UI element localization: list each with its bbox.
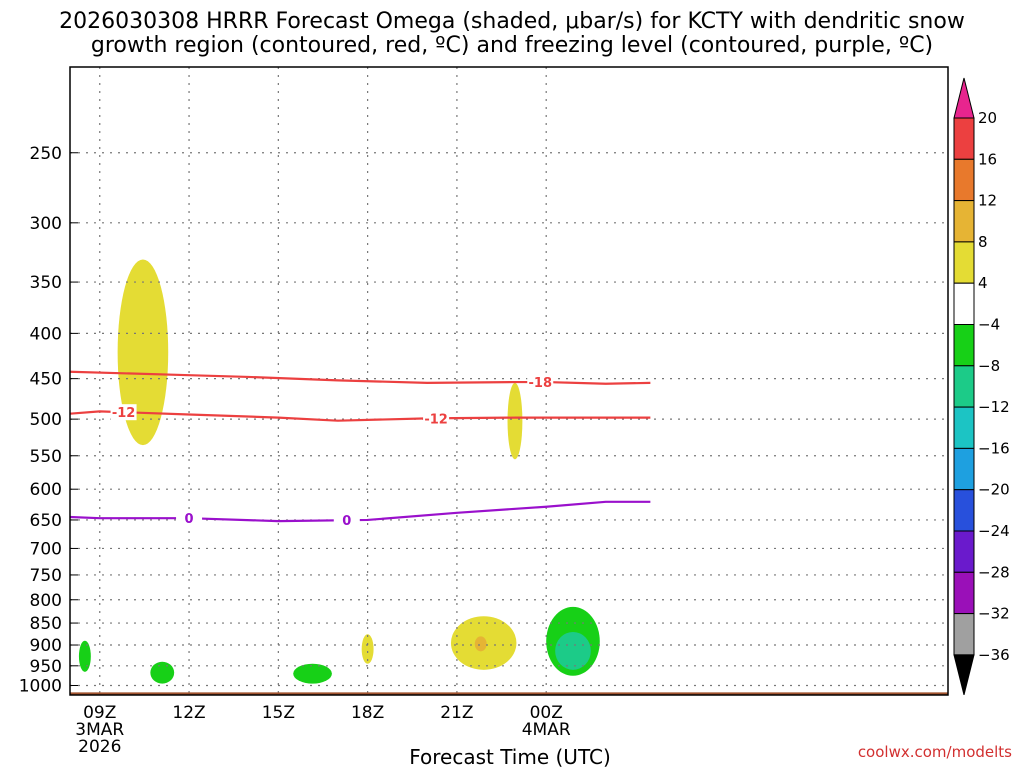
contour-line-1	[69, 370, 651, 385]
colorbar-label-12: −28	[978, 563, 1010, 581]
y-tick-label-350: 350	[30, 273, 62, 293]
y-tick-label-600: 600	[30, 480, 62, 500]
grid-lines	[70, 67, 948, 695]
contour-label-1-1: -18	[529, 376, 553, 391]
colorbar-segment-8	[953, 406, 975, 449]
colorbar-label-14: −36	[978, 646, 1010, 664]
colorbar-segment-7	[953, 365, 975, 408]
contour-lines: -18 -12 -12 0 0	[69, 370, 651, 529]
contour-label-bg-2-1	[110, 404, 137, 421]
colorbar-segment-9	[953, 447, 975, 491]
x-tick-label-2-1: 12Z	[172, 703, 205, 723]
y-tick-label-800: 800	[30, 591, 62, 611]
colorbar-segment-4	[953, 241, 975, 284]
title-block: 2026030308 HRRR Forecast Omega (shaded, …	[59, 9, 965, 58]
y-tick-label-650: 650	[30, 511, 62, 531]
contour-line-3	[69, 500, 651, 523]
colorbar-label-4: 8	[978, 233, 988, 251]
x-tick-label-1-1: 09Z	[83, 703, 116, 723]
colorbar-segment-5	[953, 282, 975, 326]
colorbar-label-3: 12	[978, 192, 997, 210]
contour-label-bg-3-1	[176, 510, 203, 527]
y-tick-label-250: 250	[30, 144, 62, 164]
contour-label-bg-2-2	[423, 410, 450, 427]
omega-region-6	[78, 640, 91, 672]
y-tick-label-550: 550	[30, 447, 62, 467]
omega-region-8	[293, 663, 332, 684]
y-tick-label-500: 500	[30, 410, 62, 430]
colorbar-label-6: −4	[978, 316, 1000, 334]
contour-label-2-1: -12	[112, 406, 136, 421]
contour-label-bg-1-1	[527, 374, 554, 391]
y-tick-label-450: 450	[30, 370, 62, 390]
credit-link[interactable]: coolwx.com/modelts	[858, 743, 1012, 761]
y-axis-ticks: 2503003504004505005506006507007508008509…	[19, 144, 78, 697]
omega-region-3	[361, 634, 374, 664]
y-tick-label-1000: 1000	[19, 677, 62, 697]
colorbar-segment-12	[953, 571, 975, 615]
colorbar-segment-13	[953, 613, 975, 656]
colorbar-arrow-bottom	[953, 654, 975, 696]
colorbar-label-7: −8	[978, 357, 1000, 375]
omega-region-7	[150, 661, 175, 684]
y-tick-label-700: 700	[30, 539, 62, 559]
colorbar-label-2: 16	[978, 150, 997, 168]
omega-region-1	[117, 259, 169, 446]
title-line-1: 2026030308 HRRR Forecast Omega (shaded, …	[59, 9, 965, 34]
colorbar-segment-10	[953, 489, 975, 532]
colorbar-segment-2	[953, 158, 975, 202]
omega-region-2	[507, 382, 523, 460]
plot-frame	[69, 66, 949, 696]
x-tick-label-1-3: 2026	[78, 737, 121, 757]
colorbar-label-1: 20	[978, 109, 997, 127]
colorbar-label-5: 4	[978, 274, 988, 292]
omega-shaded-regions	[78, 259, 600, 684]
surface-terrain-bar	[70, 692, 948, 695]
colorbar-segment-1	[953, 117, 975, 160]
colorbar-segment-3	[953, 200, 975, 243]
y-tick-label-900: 900	[30, 636, 62, 656]
y-tick-label-300: 300	[30, 214, 62, 234]
colorbar-label-8: −12	[978, 398, 1010, 416]
colorbar-arrow-top	[953, 77, 975, 119]
x-axis-label: Forecast Time (UTC)	[409, 745, 611, 768]
y-tick-label-750: 750	[30, 566, 62, 586]
contour-label-3-1: 0	[185, 512, 194, 527]
contour-label-3-2: 0	[342, 514, 351, 529]
colorbar-segment-11	[953, 530, 975, 573]
x-tick-label-6-1: 00Z	[530, 703, 563, 723]
x-tick-label-5-1: 21Z	[440, 703, 473, 723]
colorbar-segment-6	[953, 324, 975, 367]
y-tick-label-400: 400	[30, 324, 62, 344]
omega-region-10	[555, 631, 591, 670]
x-tick-label-6-2: 4MAR	[522, 720, 571, 740]
omega-region-5	[474, 636, 487, 652]
x-tick-label-1-2: 3MAR	[75, 720, 124, 740]
title-line-2: growth region (contoured, red, ºC) and f…	[91, 33, 933, 58]
colorbar-label-13: −32	[978, 605, 1010, 623]
colorbar-label-11: −24	[978, 522, 1010, 540]
colorbar: 20 16 12 8 4 −4 −8 −12 −16 −20 −24 −28 −32 −36	[953, 77, 1010, 696]
contour-label-bg-3-2	[333, 512, 360, 529]
y-tick-label-850: 850	[30, 614, 62, 634]
x-tick-label-4-1: 18Z	[351, 703, 384, 723]
contour-label-2-2: -12	[424, 412, 448, 427]
colorbar-label-9: −16	[978, 439, 1010, 457]
colorbar-label-10: −20	[978, 481, 1010, 499]
y-tick-label-950: 950	[30, 657, 62, 677]
x-tick-label-3-1: 15Z	[262, 703, 295, 723]
